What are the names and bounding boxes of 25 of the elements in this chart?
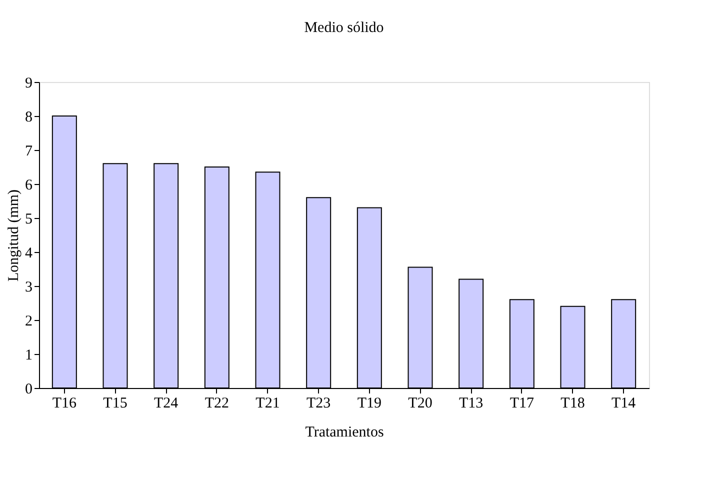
y-tick-label: 7: [25, 144, 33, 160]
x-axis-title: Tratamientos: [305, 424, 384, 440]
y-tick-label: 6: [25, 178, 33, 194]
y-tick-label: 9: [25, 76, 32, 92]
chart-title: Medio sólido: [304, 20, 384, 36]
y-tick-label: 2: [25, 314, 32, 330]
x-tick-label: T24: [154, 396, 179, 412]
x-tick-label: T16: [52, 396, 77, 412]
x-tick-label: T14: [611, 396, 636, 412]
y-tick-label: 3: [25, 280, 32, 296]
y-tick-label: 0: [25, 382, 32, 398]
x-tick-label: T22: [204, 396, 230, 412]
x-tick-label: T18: [560, 396, 585, 412]
x-tick-label: T20: [408, 396, 432, 412]
y-tick-label: 8: [25, 110, 32, 126]
y-tick-label: 1: [25, 348, 32, 364]
x-tick-label: T17: [510, 396, 534, 412]
y-axis-title: Longitud (mm): [6, 189, 22, 282]
x-tick-label: T19: [357, 396, 382, 412]
y-tick-label: 5: [25, 212, 32, 228]
x-tick-label: T15: [103, 396, 128, 412]
x-tick-label: T21: [256, 396, 280, 412]
x-tick-label: T23: [306, 396, 331, 412]
x-tick-label: T13: [458, 396, 484, 412]
y-tick-label: 4: [25, 246, 33, 262]
